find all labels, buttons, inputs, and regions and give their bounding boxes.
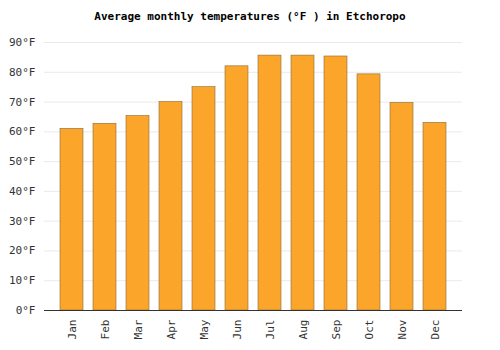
svg-text:70°F: 70°F <box>9 96 36 109</box>
svg-text:Mar: Mar <box>132 319 145 339</box>
svg-text:May: May <box>198 319 211 339</box>
svg-text:10°F: 10°F <box>9 274 36 287</box>
svg-text:Sep: Sep <box>330 320 343 340</box>
svg-text:Aug: Aug <box>297 320 310 340</box>
svg-text:60°F: 60°F <box>9 125 36 138</box>
svg-text:0°F: 0°F <box>16 304 36 317</box>
svg-text:Dec: Dec <box>429 320 442 340</box>
svg-text:Jul: Jul <box>264 320 277 340</box>
svg-text:80°F: 80°F <box>9 66 36 79</box>
svg-text:Apr: Apr <box>165 319 178 339</box>
svg-text:20°F: 20°F <box>9 244 36 257</box>
svg-text:90°F: 90°F <box>9 36 36 49</box>
html-text:Average monthly temperatures (: Average monthly temperatures (°F ) in Et… <box>94 10 406 23</box>
svg-text:Jun: Jun <box>231 320 244 340</box>
svg-text:40°F: 40°F <box>9 185 36 198</box>
svg-text:Nov: Nov <box>396 319 409 339</box>
svg-text:Feb: Feb <box>99 320 112 340</box>
svg-text:30°F: 30°F <box>9 215 36 228</box>
svg-text:Jan: Jan <box>66 320 79 340</box>
svg-text:50°F: 50°F <box>9 155 36 168</box>
svg-text:Oct: Oct <box>363 320 376 340</box>
